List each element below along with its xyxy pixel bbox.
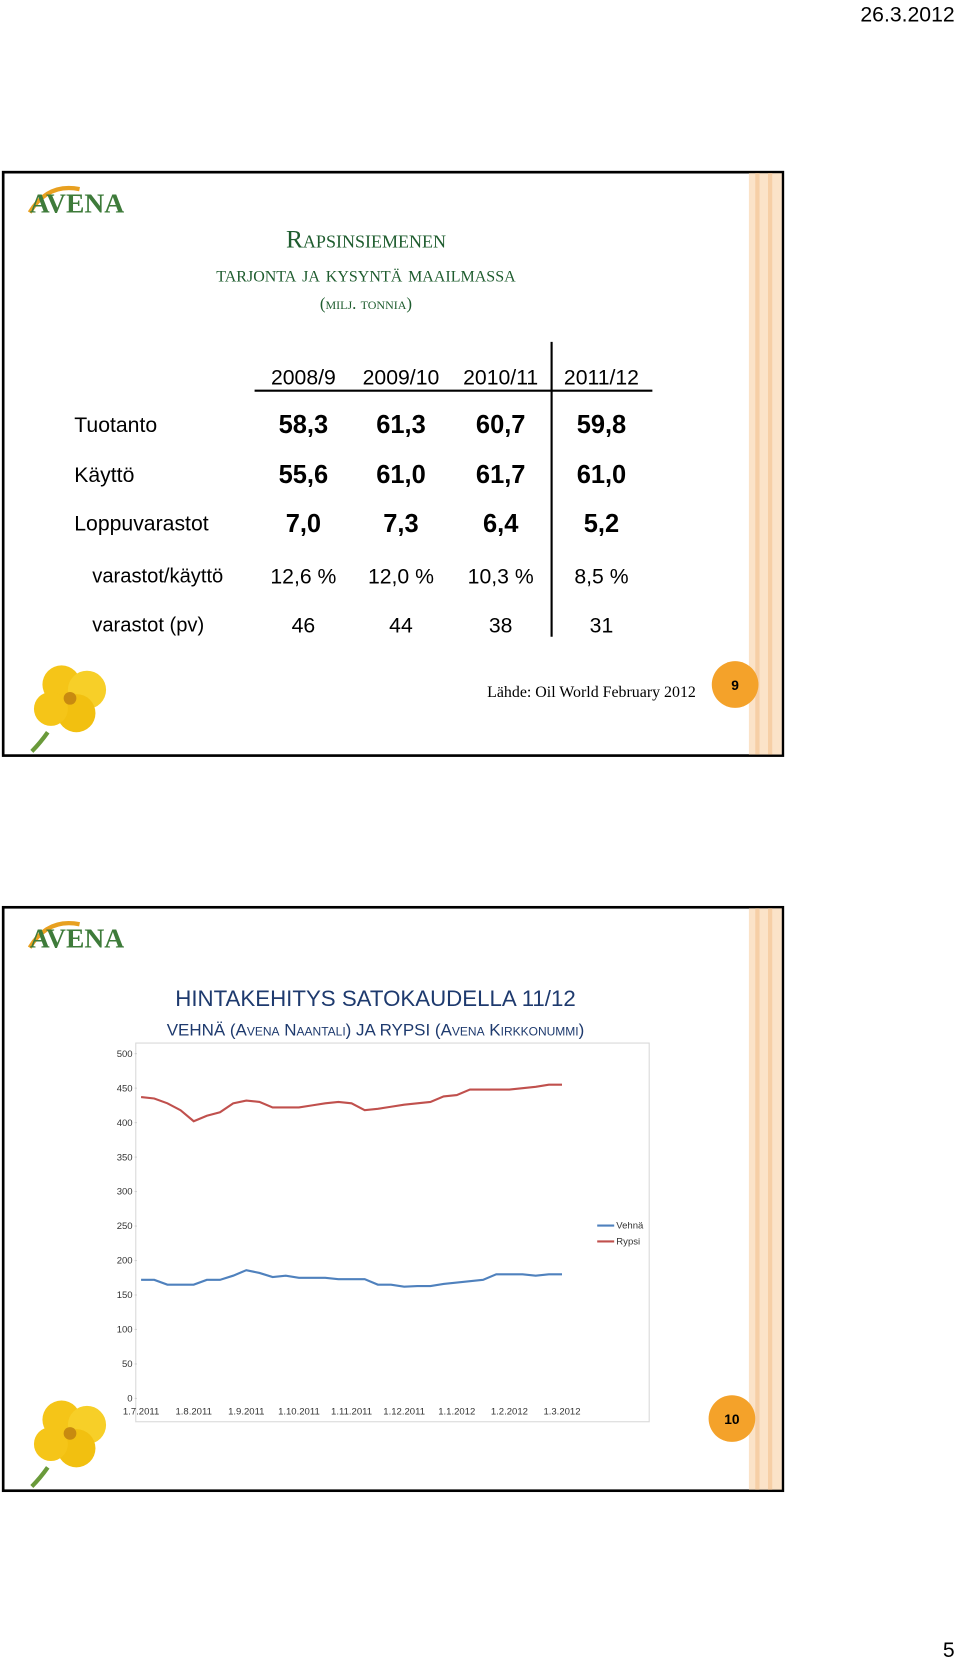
- cell: 5,2: [584, 510, 619, 538]
- slide-title: HINTAKEHITYS SATOKAUDELLA 11/12: [175, 986, 576, 1011]
- cell: 38: [489, 615, 513, 638]
- x-tick-label: 1.8.2011: [175, 1406, 211, 1417]
- cell: 6,4: [483, 510, 519, 538]
- cell: 8,5 %: [574, 566, 628, 589]
- legend-label: Rypsi: [616, 1237, 640, 1248]
- slide-subtitle: VEHNÄ (Avena Naantali) JA RYPSI (Avena K…: [167, 1021, 585, 1040]
- slide: AVENA HINTAKEHITYS SATOKAUDELLA 11/12 VE…: [1, 905, 785, 1493]
- slide-title: (milj. tonnia): [320, 294, 412, 313]
- page-number: 5: [943, 1639, 955, 1662]
- x-tick-label: 1.7.2011: [123, 1406, 159, 1417]
- slide-title: tarjonta ja kysyntä maailmassa: [216, 261, 516, 287]
- cell: 58,3: [279, 411, 329, 439]
- y-tick-label: 400: [117, 1118, 133, 1129]
- slide-number: 10: [724, 1412, 740, 1427]
- table: 2008/9 2009/10 2010/11 2011/12 Tuotanto 58,3 6…: [74, 366, 639, 637]
- x-tick-label: 1.2.2012: [491, 1406, 528, 1417]
- y-tick-label: 500: [117, 1049, 133, 1060]
- cell: 61,7: [476, 461, 526, 489]
- x-tick-label: 1.1.2012: [438, 1406, 475, 1417]
- source: Lähde: Oil World February 2012: [487, 684, 696, 701]
- flower: [30, 665, 107, 753]
- logo: AVENA: [30, 923, 125, 954]
- y-tick-label: 0: [127, 1394, 132, 1405]
- cell: 61,0: [577, 461, 627, 489]
- legend-label: Vehnä: [616, 1221, 644, 1232]
- column-header: 2009/10: [363, 366, 440, 389]
- row-label: varastot (pv): [92, 614, 204, 636]
- cell: 7,0: [286, 510, 321, 538]
- cell: 12,6 %: [270, 566, 336, 589]
- logo: AVENA: [30, 187, 125, 218]
- y-tick-label: 200: [117, 1256, 133, 1267]
- y-tick-label: 350: [117, 1152, 133, 1163]
- slide-title: Rapsinsiemenen: [286, 224, 446, 253]
- cell: 12,0 %: [368, 566, 434, 589]
- row-label: Loppuvarastot: [74, 513, 208, 536]
- y-tick-label: 100: [117, 1325, 133, 1336]
- column-header: 2008/9: [271, 366, 336, 389]
- cell: 44: [389, 615, 413, 638]
- y-tick-label: 450: [117, 1083, 133, 1094]
- x-tick-label: 1.11.2011: [331, 1406, 372, 1417]
- row-label: Tuotanto: [74, 414, 157, 437]
- date: 26.3.2012: [860, 4, 954, 27]
- cell: 61,3: [376, 411, 426, 439]
- cell: 31: [590, 615, 614, 638]
- y-tick-label: 150: [117, 1290, 133, 1301]
- chart: 0 50 100 150 200 250 300 350 400 450 500 1.7.2011 1.…: [117, 1049, 644, 1417]
- cell: 61,0: [376, 461, 426, 489]
- line-series: [141, 1269, 562, 1288]
- column-header: 2011/12: [564, 366, 639, 389]
- cell: 7,3: [383, 510, 418, 538]
- x-tick-label: 1.10.2011: [278, 1406, 320, 1417]
- slide-number: 9: [731, 678, 739, 693]
- x-tick-label: 1.3.2012: [543, 1406, 580, 1417]
- flower: [30, 1400, 107, 1488]
- y-tick-label: 50: [122, 1359, 133, 1370]
- column-header: 2010/11: [463, 366, 538, 389]
- cell: 59,8: [577, 411, 627, 439]
- cell: 46: [292, 615, 316, 638]
- y-tick-label: 300: [117, 1187, 133, 1198]
- line-series: [140, 1083, 562, 1123]
- row-label: Käyttö: [74, 464, 134, 487]
- cell: 55,6: [279, 461, 329, 489]
- row-label: varastot/käyttö: [92, 566, 223, 588]
- cell: 60,7: [476, 411, 526, 439]
- slide: AVENA Rapsinsiemenen tarjonta ja kysyntä…: [1, 170, 785, 757]
- x-tick-label: 1.9.2011: [228, 1406, 264, 1417]
- cell: 10,3 %: [468, 566, 534, 589]
- x-tick-label: 1.12.2011: [383, 1406, 425, 1417]
- y-tick-label: 250: [117, 1221, 133, 1232]
